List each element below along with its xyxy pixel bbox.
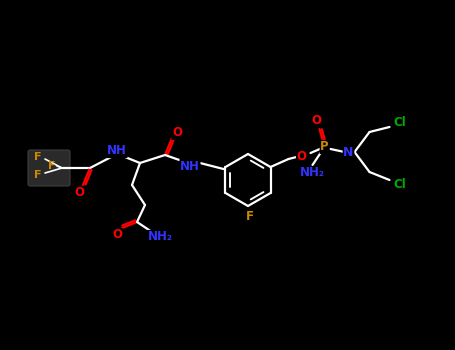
Text: O: O bbox=[297, 149, 307, 162]
Text: NH: NH bbox=[107, 145, 127, 158]
Text: O: O bbox=[112, 229, 122, 241]
Text: F: F bbox=[34, 152, 42, 162]
Text: F: F bbox=[34, 170, 42, 180]
Text: NH₂: NH₂ bbox=[300, 167, 325, 180]
Text: O: O bbox=[312, 114, 322, 127]
Text: Cl: Cl bbox=[393, 117, 406, 130]
Text: O: O bbox=[74, 187, 84, 199]
Text: NH₂: NH₂ bbox=[147, 231, 172, 244]
Text: Cl: Cl bbox=[393, 177, 406, 190]
Text: N: N bbox=[344, 146, 354, 159]
Text: P: P bbox=[320, 140, 329, 154]
Text: F: F bbox=[48, 161, 56, 171]
Text: F: F bbox=[246, 210, 254, 223]
Text: O: O bbox=[172, 126, 182, 140]
FancyBboxPatch shape bbox=[28, 150, 70, 186]
Text: NH: NH bbox=[180, 160, 200, 173]
